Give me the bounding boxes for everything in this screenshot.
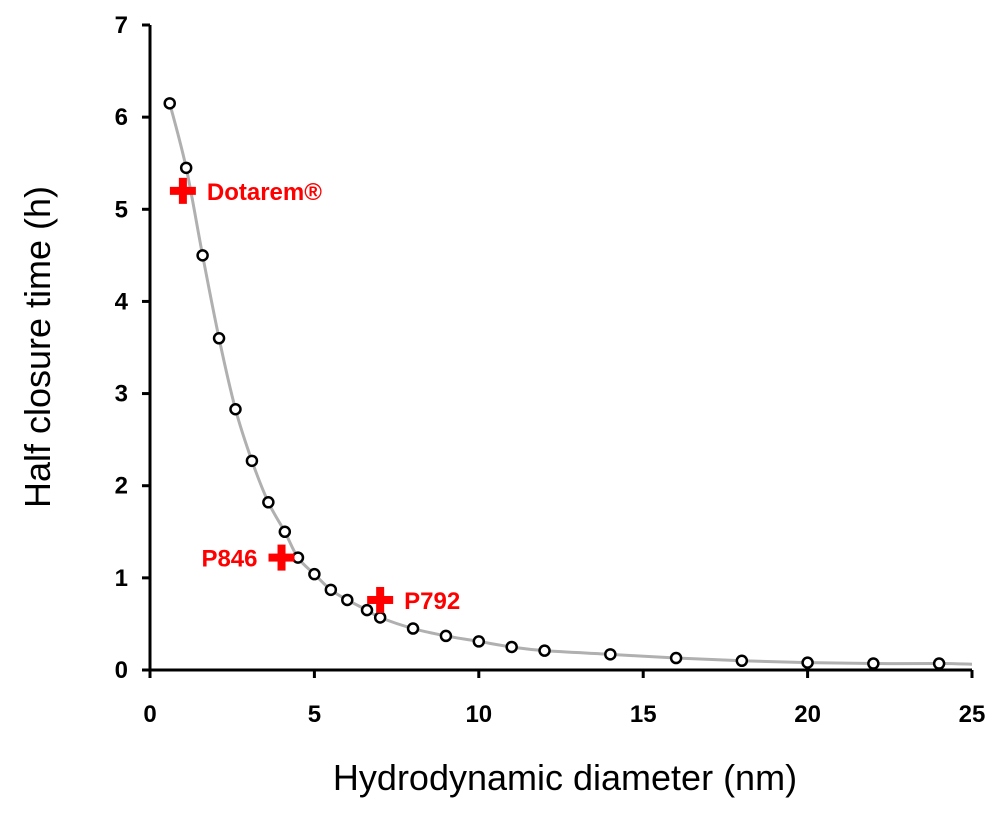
highlight-layer: Dotarem® P846 P792 (169, 177, 460, 615)
data-point (406, 622, 420, 635)
x-tick-label: 25 (959, 701, 986, 728)
highlight-marker: Dotarem® (169, 177, 322, 206)
y-tick-label: 5 (115, 196, 128, 223)
x-tick-label: 20 (794, 701, 821, 728)
data-point (439, 629, 453, 643)
highlight-marker: P846 (201, 544, 295, 573)
highlight-label: P792 (404, 588, 460, 615)
data-point (245, 454, 259, 468)
data-point (735, 654, 749, 668)
points-layer (163, 97, 946, 670)
y-tick-label: 1 (115, 565, 128, 592)
x-tick-label: 0 (143, 701, 156, 728)
data-point (212, 332, 226, 345)
cross-vertical (178, 177, 187, 204)
x-axis-title: Hydrodynamic diameter (nm) (333, 757, 797, 798)
data-point (196, 249, 209, 262)
data-point (801, 656, 814, 669)
cross-vertical (376, 586, 385, 613)
data-point (472, 635, 486, 648)
y-axis-title: Half closure time (h) (17, 186, 58, 508)
data-point (324, 583, 338, 597)
data-point (373, 611, 387, 624)
highlight-label: P846 (201, 546, 257, 573)
data-point (278, 525, 292, 539)
data-point (867, 657, 880, 670)
y-tick-label: 6 (115, 104, 128, 131)
highlight-marker: P792 (367, 586, 460, 615)
highlight-label: Dotarem® (207, 179, 322, 206)
data-point (163, 97, 176, 110)
axes (148, 25, 972, 672)
data-point (932, 657, 946, 670)
data-point (538, 644, 551, 657)
data-point (341, 593, 354, 607)
x-tick-label: 15 (630, 701, 657, 728)
y-tick-label: 3 (115, 381, 128, 408)
y-tick-label: 2 (115, 473, 128, 500)
y-tick-label: 7 (115, 12, 128, 39)
data-point (669, 651, 683, 665)
y-tick-label: 0 (115, 657, 128, 684)
data-point (179, 161, 193, 175)
data-point (604, 648, 617, 661)
data-point (360, 603, 374, 617)
data-point (505, 640, 518, 654)
data-point (229, 402, 242, 416)
data-point (308, 567, 321, 581)
cross-vertical (277, 544, 286, 571)
x-tick-label: 5 (308, 701, 321, 728)
y-tick-label: 4 (115, 288, 129, 315)
data-point (262, 496, 275, 509)
ticks: 0 1 2 3 4 5 6 7 0 5 10 15 20 25 (115, 12, 986, 728)
x-tick-label: 10 (465, 701, 492, 728)
